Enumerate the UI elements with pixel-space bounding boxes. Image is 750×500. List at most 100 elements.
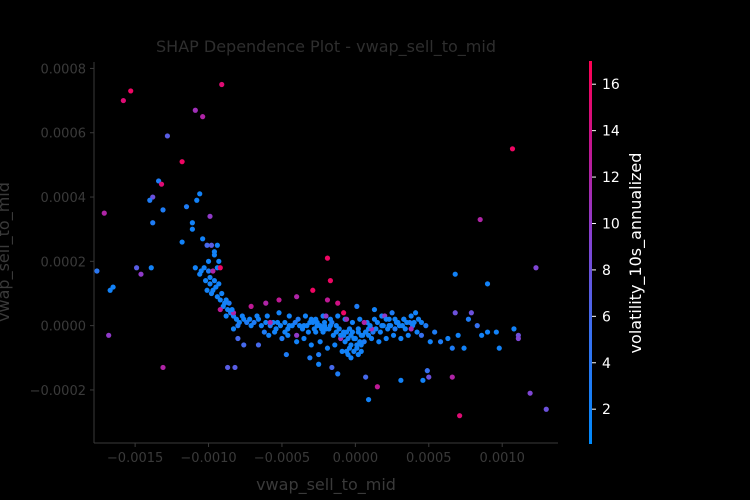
data-point: [339, 348, 345, 354]
data-point: [349, 319, 356, 326]
data-point: [324, 297, 331, 303]
data-point: [373, 326, 379, 332]
data-point: [263, 319, 269, 326]
data-point: [324, 255, 331, 261]
x-axis-ticks: −0.0015 −0.0010 −0.0005 0.0000 0.0005 0.0010: [107, 443, 525, 466]
data-point: [405, 332, 411, 338]
data-point: [150, 220, 156, 226]
data-point: [295, 316, 301, 322]
data-point: [254, 313, 260, 319]
x-tick-label: −0.0005: [254, 451, 310, 466]
colorbar-ticks: 2 4 6 8 10 12 14 16: [592, 77, 620, 418]
data-point: [354, 303, 360, 309]
data-point: [279, 335, 285, 342]
data-point: [204, 287, 210, 293]
data-point: [392, 326, 398, 332]
y-axis-ticks: −0.0002 0.0000 0.0002 0.0004 0.0006 0.0008: [30, 62, 94, 399]
data-point: [294, 339, 300, 345]
data-point: [392, 316, 398, 322]
data-point: [235, 335, 241, 342]
data-point: [217, 265, 223, 271]
data-point: [255, 342, 262, 348]
chart-title: SHAP Dependence Plot - vwap_sell_to_mid: [156, 37, 496, 57]
data-point: [363, 329, 369, 335]
data-point: [223, 313, 229, 319]
data-point: [230, 326, 237, 332]
data-point: [316, 351, 322, 358]
data-point: [455, 332, 461, 338]
data-point: [106, 332, 112, 338]
data-point: [515, 335, 521, 342]
data-point: [335, 313, 341, 319]
data-point: [258, 323, 264, 329]
data-point: [308, 342, 314, 348]
data-point: [282, 319, 288, 326]
data-point: [247, 316, 253, 322]
data-point: [179, 239, 185, 245]
data-point: [324, 345, 331, 351]
data-point: [390, 332, 397, 338]
data-point: [308, 316, 314, 322]
data-point: [286, 323, 292, 329]
data-point: [267, 319, 273, 326]
data-point: [335, 300, 341, 306]
y-axis-label: vwap_sell_to_mid: [0, 182, 14, 322]
data-point: [379, 323, 385, 329]
data-point: [205, 258, 212, 264]
x-tick-label: 0.0000: [333, 451, 379, 466]
colorbar-tick-label: 16: [602, 77, 620, 93]
data-point: [211, 278, 218, 284]
data-point: [207, 213, 213, 219]
data-point: [225, 364, 231, 371]
data-point: [420, 377, 426, 383]
data-point: [248, 303, 254, 309]
data-point: [484, 329, 491, 335]
data-point: [398, 377, 404, 383]
data-point: [194, 197, 200, 203]
data-point: [374, 384, 380, 390]
data-point: [310, 287, 316, 293]
data-point: [357, 316, 363, 322]
data-point: [211, 252, 218, 258]
data-point: [263, 300, 269, 306]
data-point: [474, 323, 480, 329]
data-point: [179, 159, 185, 165]
data-point: [207, 274, 213, 281]
data-point: [348, 355, 354, 361]
data-point: [277, 323, 284, 329]
data-point: [533, 265, 539, 271]
data-point: [496, 345, 502, 351]
data-point: [361, 319, 367, 326]
data-point: [283, 351, 289, 358]
data-point: [301, 335, 307, 342]
data-point: [396, 323, 403, 329]
data-point: [345, 335, 351, 342]
y-tick-label: −0.0002: [30, 384, 86, 399]
data-point: [226, 300, 232, 306]
data-point: [411, 319, 417, 326]
data-point: [371, 306, 378, 313]
data-point: [484, 281, 491, 287]
data-point: [189, 226, 195, 232]
data-point: [222, 300, 228, 306]
data-point: [423, 323, 429, 329]
data-point: [120, 97, 126, 104]
y-tick-label: 0.0008: [41, 62, 87, 77]
data-point: [282, 329, 288, 335]
data-point: [457, 413, 463, 419]
plot-area: −0.0015 −0.0010 −0.0005 0.0000 0.0005 0.0010 …: [30, 62, 558, 466]
colorbar-tick-label: 14: [602, 124, 620, 140]
data-point: [200, 236, 206, 242]
data-point: [412, 310, 419, 316]
data-point: [219, 290, 225, 297]
data-point: [341, 310, 347, 316]
data-point: [197, 191, 203, 197]
data-point: [133, 265, 140, 271]
data-point: [404, 319, 410, 326]
data-point: [128, 88, 134, 94]
data-point: [317, 339, 323, 345]
data-point: [465, 316, 472, 322]
colorbar: 2 4 6 8 10 12 14 16 volatility_10s_annualized: [589, 61, 646, 444]
data-point: [197, 271, 203, 277]
data-point: [204, 242, 210, 248]
